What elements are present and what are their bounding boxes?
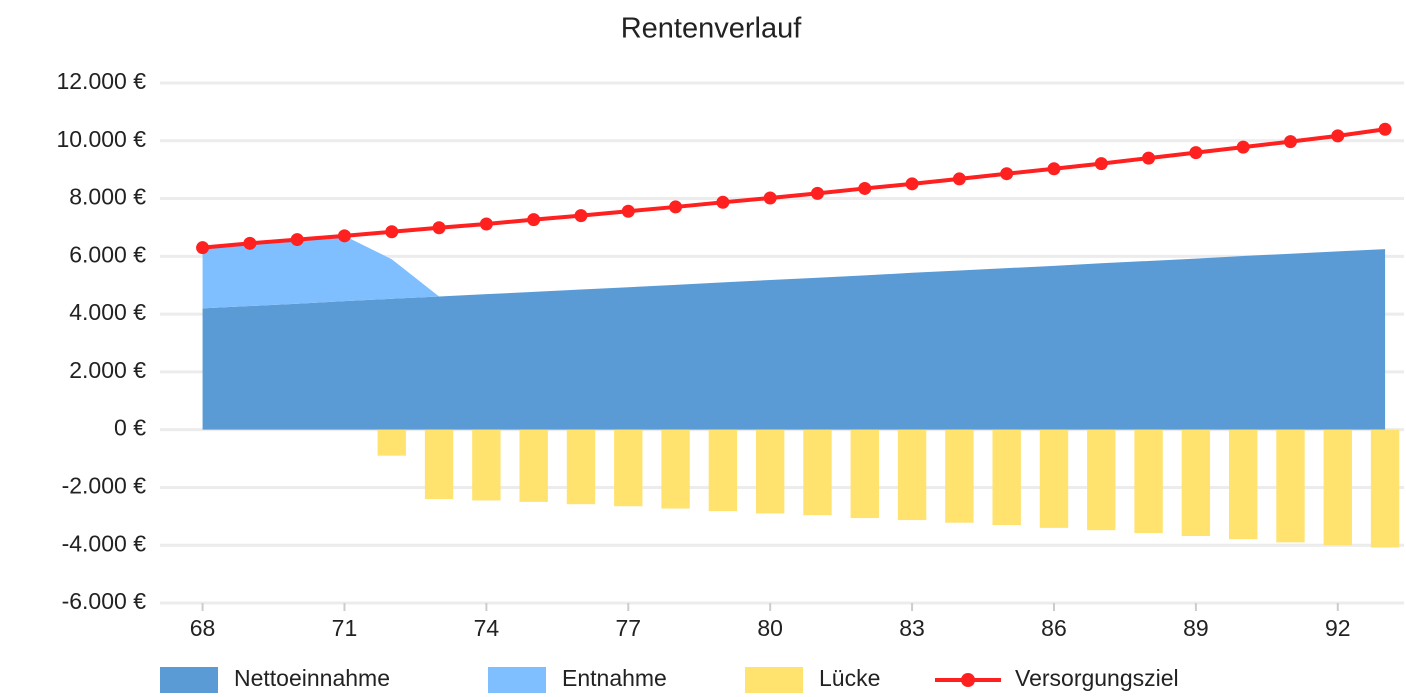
point: [1283, 135, 1297, 149]
bar: [1181, 429, 1211, 536]
bar: [566, 429, 596, 505]
area: [202, 249, 1386, 430]
point: [243, 236, 257, 250]
point: [479, 217, 493, 231]
bar: [803, 429, 832, 516]
point: [858, 181, 872, 195]
point: [810, 186, 824, 200]
legend-swatch: [745, 667, 803, 693]
point: [763, 191, 777, 205]
point: [669, 200, 683, 214]
point: [716, 195, 730, 209]
bar: [708, 429, 738, 512]
x-tick-label: 68: [190, 615, 216, 641]
bar: [1087, 429, 1116, 531]
bar: [424, 429, 454, 499]
bar: [1370, 429, 1400, 548]
bar: [1134, 429, 1163, 534]
bar: [1276, 429, 1305, 543]
point: [621, 204, 635, 218]
point: [527, 213, 541, 227]
bar: [1228, 429, 1258, 540]
x-tick-label: 86: [1041, 615, 1067, 641]
bar: [614, 429, 643, 507]
bar: [755, 429, 785, 514]
point: [1094, 157, 1108, 171]
chart-title: Rentenverlauf: [621, 13, 802, 45]
point: [574, 209, 588, 223]
x-tick-label: 77: [615, 615, 641, 641]
point: [1378, 122, 1392, 136]
bar: [377, 429, 406, 456]
y-tick-label: 4.000 €: [69, 299, 146, 325]
y-tick-label: -2.000 €: [62, 473, 147, 499]
y-tick-label: 6.000 €: [69, 241, 146, 267]
y-tick-label: 2.000 €: [69, 357, 146, 383]
x-tick-label: 74: [474, 615, 500, 641]
point: [1236, 140, 1250, 154]
bar: [1323, 429, 1352, 546]
point: [1047, 162, 1061, 176]
legend-label: Nettoeinnahme: [234, 665, 390, 691]
point: [1331, 129, 1345, 143]
bar: [850, 429, 879, 519]
point: [337, 229, 351, 243]
point: [385, 225, 399, 239]
point: [1142, 151, 1156, 165]
x-tick-label: 92: [1325, 615, 1351, 641]
bar: [1039, 429, 1069, 528]
bar: [992, 429, 1021, 525]
bar: [945, 429, 974, 523]
legend-label: Versorgungsziel: [1015, 665, 1179, 691]
legend-swatch: [160, 667, 218, 693]
bar: [897, 429, 927, 521]
y-tick-label: 8.000 €: [69, 184, 146, 210]
bar: [472, 429, 501, 501]
point: [952, 172, 966, 186]
x-tick-label: 80: [757, 615, 783, 641]
bar: [519, 429, 548, 502]
point: [196, 241, 210, 255]
legend-label: Lücke: [819, 665, 880, 691]
point: [432, 221, 446, 235]
legend-marker: [961, 673, 975, 687]
line: [202, 127, 1386, 250]
point: [290, 233, 304, 247]
y-tick-label: 0 €: [114, 415, 146, 441]
x-tick-label: 71: [332, 615, 358, 641]
legend-swatch: [488, 667, 546, 693]
y-tick-label: -6.000 €: [62, 588, 147, 614]
legend-label: Entnahme: [562, 665, 667, 691]
point: [1000, 167, 1014, 181]
area: [202, 235, 1386, 309]
x-tick-label: 89: [1183, 615, 1209, 641]
y-tick-label: 10.000 €: [56, 126, 146, 152]
y-tick-label: 12.000 €: [56, 68, 146, 94]
bar: [661, 429, 690, 509]
point: [1189, 146, 1203, 160]
point: [905, 177, 919, 191]
y-tick-label: -4.000 €: [62, 530, 147, 556]
x-tick-label: 83: [899, 615, 925, 641]
